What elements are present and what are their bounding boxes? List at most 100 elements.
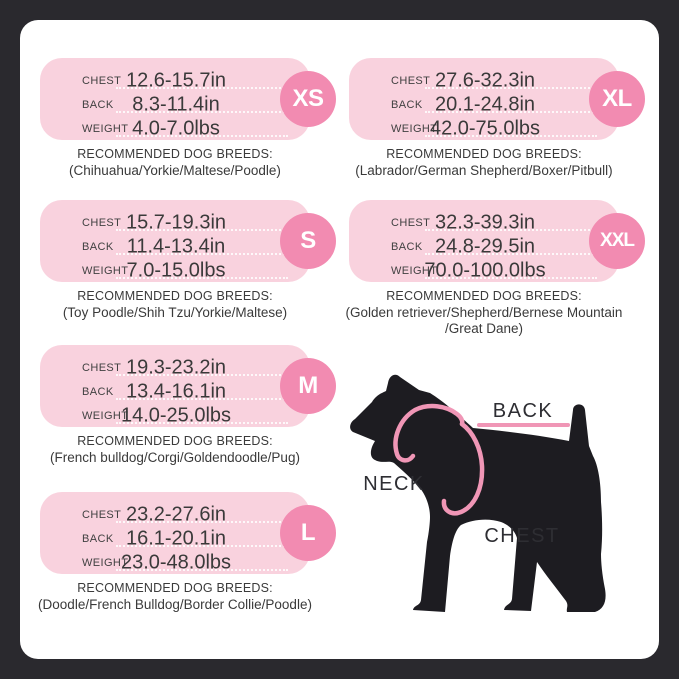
size-card-xl: CHEST 27.6-32.3in BACK 20.1-24.8in WEIGH… <box>349 58 645 179</box>
weight-row: WEIGHT 23.0-48.0lbs <box>82 551 290 574</box>
dotted-leader <box>425 253 597 255</box>
dotted-leader <box>116 87 288 89</box>
back-measure-line <box>477 423 570 427</box>
back-row: BACK 11.4-13.4in <box>82 235 290 258</box>
size-badge-m: M <box>280 358 336 414</box>
measurement-card: CHEST 32.3-39.3in BACK 24.8-29.5in WEIGH… <box>349 200 645 282</box>
chest-value: 12.6-15.7in <box>125 69 227 91</box>
weight-value: 70.0-100.0lbs <box>424 259 546 281</box>
size-card-s: CHEST 15.7-19.3in BACK 11.4-13.4in WEIGH… <box>40 200 336 321</box>
dotted-leader <box>116 374 288 376</box>
recommended-heading: RECOMMENDED DOG BREEDS: <box>77 289 273 303</box>
recommended-heading: RECOMMENDED DOG BREEDS: <box>386 289 582 303</box>
weight-label: WEIGHT <box>82 122 129 135</box>
chest-row: CHEST 15.7-19.3in <box>82 211 290 234</box>
dotted-leader <box>116 398 288 400</box>
dotted-leader <box>425 87 597 89</box>
chest-label: CHEST <box>82 508 122 521</box>
size-card-xxl: CHEST 32.3-39.3in BACK 24.8-29.5in WEIGH… <box>346 200 645 336</box>
back-row: BACK 13.4-16.1in <box>82 380 290 403</box>
chest-strap-line <box>441 421 485 516</box>
weight-label: WEIGHT <box>391 264 438 277</box>
measurement-card: CHEST 12.6-15.7in BACK 8.3-11.4in WEIGHT… <box>40 58 336 140</box>
dotted-leader <box>116 545 288 547</box>
back-value: 11.4-13.4in <box>126 235 226 257</box>
neck-strap-line <box>393 403 465 463</box>
measurement-card: CHEST 27.6-32.3in BACK 20.1-24.8in WEIGH… <box>349 58 645 140</box>
recommended-heading: RECOMMENDED DOG BREEDS: <box>77 147 273 161</box>
chest-row: CHEST 23.2-27.6in <box>82 503 290 526</box>
chest-row: CHEST 19.3-23.2in <box>82 356 290 379</box>
weight-value: 14.0-25.0lbs <box>120 404 232 426</box>
measurement-card: CHEST 15.7-19.3in BACK 11.4-13.4in WEIGH… <box>40 200 336 282</box>
weight-label: WEIGHT <box>391 122 438 135</box>
size-badge-xxl: XXL <box>589 213 645 269</box>
measurement-card: CHEST 23.2-27.6in BACK 16.1-20.1in WEIGH… <box>40 492 336 574</box>
dotted-leader <box>116 253 288 255</box>
weight-row: WEIGHT 70.0-100.0lbs <box>391 259 599 282</box>
breeds-list: (Doodle/French Bulldog/Border Collie/Poo… <box>38 597 312 612</box>
weight-label: WEIGHT <box>82 409 129 422</box>
dotted-leader <box>116 229 288 231</box>
chest-value: 32.3-39.3in <box>434 211 536 233</box>
dotted-leader <box>116 111 288 113</box>
back-row: BACK 16.1-20.1in <box>82 527 290 550</box>
back-value: 8.3-11.4in <box>132 93 220 115</box>
back-value: 24.8-29.5in <box>434 235 536 257</box>
recommended-heading: RECOMMENDED DOG BREEDS: <box>386 147 582 161</box>
weight-value: 4.0-7.0lbs <box>132 117 220 139</box>
back-label: BACK <box>82 98 114 111</box>
back-row: BACK 24.8-29.5in <box>391 235 599 258</box>
weight-label: WEIGHT <box>82 556 129 569</box>
back-row: BACK 8.3-11.4in <box>82 93 290 116</box>
recommended-heading: RECOMMENDED DOG BREEDS: <box>77 581 273 595</box>
dotted-leader <box>116 422 288 424</box>
breeds-list: (Golden retriever/Shepherd/Bernese Mount… <box>345 305 623 336</box>
back-label: BACK <box>391 240 423 253</box>
back-value: 20.1-24.8in <box>434 93 536 115</box>
breeds-list: (Labrador/German Shepherd/Boxer/Pitbull) <box>355 163 613 178</box>
back-row: BACK 20.1-24.8in <box>391 93 599 116</box>
recommended-heading: RECOMMENDED DOG BREEDS: <box>77 434 273 448</box>
size-card-m: CHEST 19.3-23.2in BACK 13.4-16.1in WEIGH… <box>40 345 336 466</box>
size-card-xs: CHEST 12.6-15.7in BACK 8.3-11.4in WEIGHT… <box>40 58 336 179</box>
chest-row: CHEST 12.6-15.7in <box>82 69 290 92</box>
weight-row: WEIGHT 42.0-75.0lbs <box>391 117 599 140</box>
chest-value: 15.7-19.3in <box>125 211 227 233</box>
weight-row: WEIGHT 7.0-15.0lbs <box>82 259 290 282</box>
breeds-list: (French bulldog/Corgi/Goldendoodle/Pug) <box>50 450 300 465</box>
chest-row: CHEST 32.3-39.3in <box>391 211 599 234</box>
weight-value: 23.0-48.0lbs <box>120 551 232 573</box>
chest-value: 27.6-32.3in <box>434 69 536 91</box>
back-value: 16.1-20.1in <box>125 527 227 549</box>
dotted-leader <box>116 277 288 279</box>
chest-row: CHEST 27.6-32.3in <box>391 69 599 92</box>
size-badge-s: S <box>280 213 336 269</box>
dog-silhouette-graphic <box>350 374 606 612</box>
chest-label: CHEST <box>82 216 122 229</box>
dotted-leader <box>116 521 288 523</box>
breeds-list: (Toy Poodle/Shih Tzu/Yorkie/Maltese) <box>62 305 288 320</box>
chest-label: CHEST <box>391 74 431 87</box>
weight-label: WEIGHT <box>82 264 129 277</box>
chest-label: CHEST <box>391 216 431 229</box>
dog-measurement-diagram: BACK NECK CHEST <box>345 362 645 627</box>
chest-value: 23.2-27.6in <box>125 503 227 525</box>
back-label: BACK <box>82 240 114 253</box>
measurement-card: CHEST 19.3-23.2in BACK 13.4-16.1in WEIGH… <box>40 345 336 427</box>
size-badge-xs: XS <box>280 71 336 127</box>
diagram-back-label: BACK <box>492 400 554 422</box>
chest-label: CHEST <box>82 74 122 87</box>
size-badge-xl: XL <box>589 71 645 127</box>
weight-value: 7.0-15.0lbs <box>126 259 226 281</box>
size-badge-l: L <box>280 505 336 561</box>
back-value: 13.4-16.1in <box>125 380 227 402</box>
chest-label: CHEST <box>82 361 122 374</box>
weight-value: 42.0-75.0lbs <box>429 117 541 139</box>
size-card-l: CHEST 23.2-27.6in BACK 16.1-20.1in WEIGH… <box>38 492 336 613</box>
chest-value: 19.3-23.2in <box>125 356 227 378</box>
breeds-list: (Chihuahua/Yorkie/Maltese/Poodle) <box>69 163 281 178</box>
diagram-neck-label: NECK <box>363 473 425 495</box>
back-label: BACK <box>391 98 423 111</box>
